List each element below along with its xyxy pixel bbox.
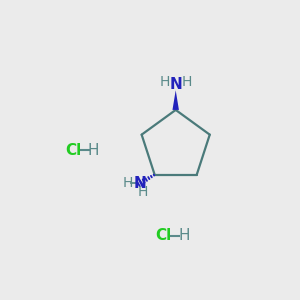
Text: H: H [138, 185, 148, 199]
Polygon shape [172, 90, 179, 110]
Text: H: H [178, 228, 190, 243]
Text: H: H [123, 176, 133, 190]
Text: H: H [159, 75, 170, 89]
Text: N: N [169, 77, 182, 92]
Text: H: H [88, 143, 99, 158]
Text: N: N [134, 176, 146, 191]
Text: Cl: Cl [155, 228, 171, 243]
Text: Cl: Cl [65, 143, 81, 158]
Text: H: H [182, 75, 192, 89]
